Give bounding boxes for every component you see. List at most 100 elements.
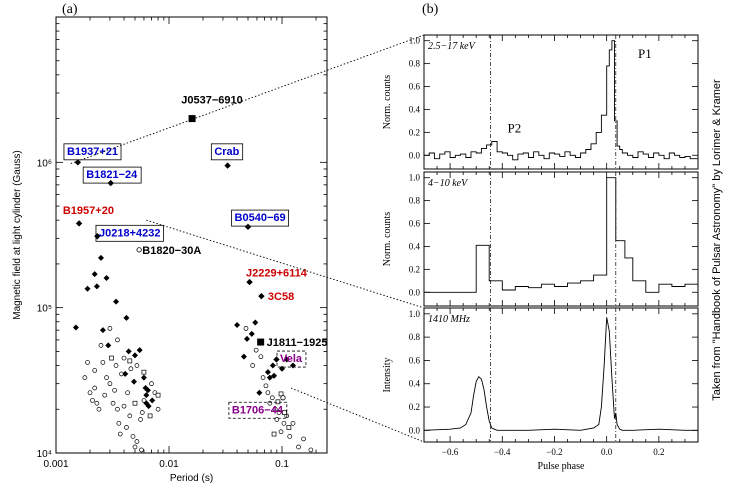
x-tick-label-b: −0.2 [546,447,562,457]
band-label: 1410 MHz [428,314,470,325]
pulsar-diamond [136,347,143,354]
pulsar-circle [87,390,93,396]
pulsar-square [282,410,287,415]
pulsar-circle [296,444,301,450]
pulsar-label: Crab [214,146,239,158]
pulsar-diamond [144,387,151,394]
band-label: 4−10 keV [428,178,469,189]
pulsar-square [155,392,161,398]
pulsar-square [278,391,284,397]
y-tick-label-b: 0.8 [409,332,421,342]
y-tick-label-b: 0.4 [409,104,421,114]
pulsar-square [141,369,147,375]
pulsar-circle [287,434,293,439]
pulsar-circle [301,436,306,442]
pulsar-circle [134,439,140,444]
pulsar-marker-circle [136,247,142,253]
pulsar-circle [116,420,122,426]
pulsar-circle [269,395,275,401]
pulsar-label-box [82,166,142,184]
pulsar-diamond [125,348,132,355]
pulsar-diamond [149,397,156,404]
pulsar-diamond [103,275,110,282]
pulsar-circle [272,406,278,412]
pulsar-diamond [131,378,138,385]
pulsar-diamond [99,327,106,334]
pulsar-circle [139,447,144,453]
pulsar-circle [115,406,120,412]
pulsar-label: B1706−44 [232,404,284,416]
pulsar-square [275,399,281,405]
pulsar-label-box [231,209,290,227]
band-label: 2.5−17 keV [428,41,477,52]
pulsar-circle [149,381,154,387]
panel-b: (b) 0.0 0.2 0.4 0.6 0.8 1.0 2.5−17 keV Norm. cou… [382,2,699,472]
pulsar-diamond [143,392,150,399]
x-tick-label-b: −0.6 [442,447,459,457]
y-tick-label-b: 0.6 [409,355,421,365]
pulsar-circle [107,326,113,331]
pulsar-diamond [271,372,278,379]
pulsar-circle [110,400,116,406]
pulsar-square [109,355,114,361]
pulsar-diamond [283,356,290,363]
pulsar-marker-diamond [244,223,252,231]
pulsar-diamond [84,285,91,292]
pulsar-circle [243,326,249,331]
x-tick-label-b: 0.2 [653,447,664,457]
panel-a: (a) 0.001 0.01 0.1 10⁴ 10⁵ 10⁶ Period (s) Magnet… [12,2,328,484]
y-tick-label-b: 0.2 [409,264,420,274]
y-tick-label-b: 0.6 [409,82,421,92]
pulsar-circle [260,375,266,380]
leader-lines [70,34,425,443]
pulsar-circle [92,368,98,373]
profile-trace [423,317,698,431]
y-tick-label-b: 0.2 [409,127,420,137]
profile-trace [424,40,698,161]
x-tick-label-a: 0.001 [43,459,68,470]
pulsar-label-box [210,143,244,161]
leader-line [290,387,425,443]
y-tick-label-b: 1.0 [409,36,421,46]
y-axis-label-b: Norm. counts [382,212,393,267]
pulsar-diamond [252,319,259,326]
pulsar-circle [124,425,129,430]
pulsar-label: J1811−1925 [267,337,328,349]
pulsar-diamond [266,374,273,381]
panel-label-a: (a) [62,2,78,17]
pulsar-circle [128,366,134,372]
pulsar-square [271,431,277,437]
y-tick-label-b: 0.0 [409,287,421,297]
pulsar-circle [132,444,138,450]
pulsar-marker-circle [280,395,286,401]
plot-frame-a [55,16,328,454]
pulsar-label: J2229+6114 [246,267,308,279]
pulsar-marker-square [257,338,265,346]
pulsar-diamond [234,321,241,328]
pulsar-diamond [140,374,147,381]
pulsar-label: J0537−6910 [181,95,242,107]
pulsar-marker-diamond [273,356,280,363]
pulsar-circle [102,392,108,398]
y-tick-label-b: 1.0 [409,309,421,319]
pulsar-circle [96,406,102,412]
pulsar-marker-diamond [75,220,83,227]
pulsar-diamond [279,365,286,372]
y-tick-label-b: 0.4 [409,241,421,251]
profile-frame [423,171,699,307]
pulsar-diamond [97,254,104,261]
y-tick-label-b: 0.6 [409,219,421,229]
x-tick-label-b: −0.4 [494,447,511,457]
peak-label: P1 [638,46,652,61]
pulsar-marker-diamond [224,162,231,169]
pulsar-circle [308,447,314,453]
y-tick-label-a: 10⁶ [37,158,52,169]
y-tick-label-a: 10⁵ [37,304,52,315]
pulsar-square [286,425,292,430]
pulsar-diamond [105,342,112,349]
pulsar-circle [117,431,123,437]
y-tick-label-b: 0.2 [409,402,420,412]
y-tick-label-b: 0.0 [409,425,421,435]
pulsar-label: B1821−24 [86,169,138,181]
